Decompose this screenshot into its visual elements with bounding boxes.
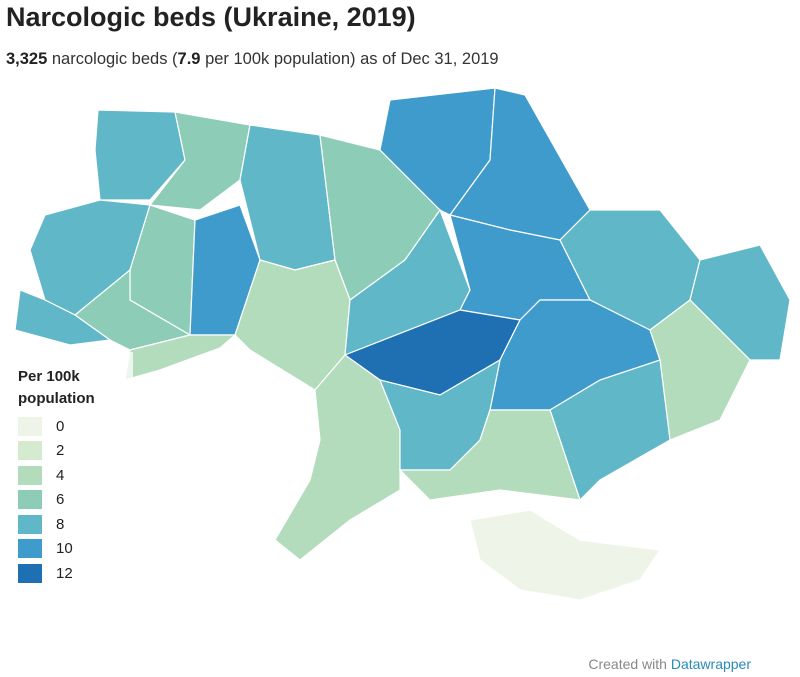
legend-swatch (18, 539, 42, 559)
legend-item: 0 (18, 414, 133, 439)
legend-swatch (18, 465, 42, 485)
region (469, 509, 662, 601)
total: 3,325 (6, 50, 48, 68)
region (14, 289, 112, 346)
legend-label: 8 (56, 515, 65, 533)
legend-label: 12 (56, 564, 73, 582)
legend-item: 6 (18, 488, 133, 513)
region (398, 409, 581, 501)
legend: Per 100k population 0 2 4 6 8 10 12 (10, 352, 133, 594)
subtitle-text: narcologic beds ( (47, 50, 178, 68)
legend-label: 2 (56, 442, 65, 460)
legend-label: 4 (56, 466, 65, 484)
legend-item: 8 (18, 512, 133, 537)
legend-title: Per 100k population (18, 368, 95, 407)
legend-label: 6 (56, 491, 65, 509)
legend-swatch (18, 441, 42, 461)
legend-label: 10 (56, 540, 73, 558)
legend-swatch (18, 416, 42, 436)
title: Narcologic beds (Ukraine, 2019) (6, 2, 416, 32)
brand-link[interactable]: Datawrapper (670, 656, 751, 672)
legend-swatch (18, 490, 42, 510)
legend-item: 4 (18, 463, 133, 488)
legend-swatch (18, 563, 42, 583)
footer-text: Created with (588, 656, 671, 672)
legend-label: 0 (56, 417, 65, 435)
legend-swatch (18, 514, 42, 534)
subtitle-text: per 100k population) as of Dec 31, 2019 (200, 50, 499, 68)
rate: 7.9 (177, 50, 201, 68)
subtitle: 3,325 narcologic beds (7.9 per 100k popu… (6, 50, 499, 69)
legend-item: 12 (18, 561, 133, 586)
footer: Created with Datawrapper (588, 656, 751, 672)
legend-item: 10 (18, 537, 133, 562)
legend-item: 2 (18, 439, 133, 464)
region (274, 354, 401, 561)
